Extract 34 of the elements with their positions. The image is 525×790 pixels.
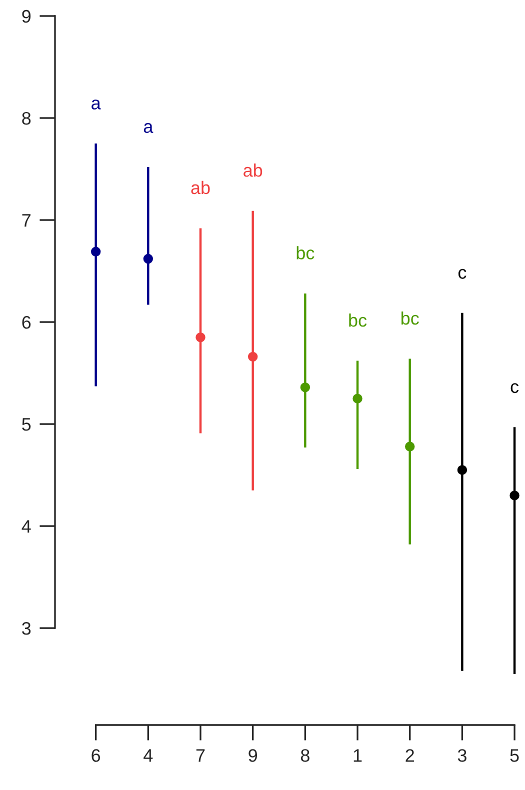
y-tick-label: 7: [22, 214, 30, 227]
annotation: ab: [191, 180, 210, 194]
annotation: a: [92, 100, 101, 110]
x-tick-label: 6: [92, 749, 100, 762]
point: [143, 254, 154, 264]
point: [510, 490, 520, 500]
y-tick-label: 4: [22, 520, 31, 533]
point: [457, 465, 468, 475]
point: [248, 352, 258, 362]
point: [352, 394, 362, 404]
annotation: bc: [401, 311, 419, 325]
x-tick-label: 3: [458, 749, 466, 762]
annotation: c: [510, 383, 519, 394]
annotation: bc: [296, 246, 314, 260]
point: [404, 442, 415, 452]
y-tick-label: 6: [22, 316, 31, 329]
annotation: a: [144, 123, 154, 133]
y-tick-label: 8: [22, 112, 31, 125]
point: [90, 246, 101, 257]
x-tick-label: 2: [406, 749, 414, 762]
point: [196, 332, 206, 342]
y-tick-label: 5: [22, 418, 31, 431]
x-tick-label: 9: [248, 749, 258, 762]
y-tick-label: 9: [22, 10, 31, 23]
point: [300, 382, 310, 392]
x-tick-label: 7: [196, 749, 205, 762]
annotation: c: [458, 268, 466, 279]
x-tick-label: 8: [300, 749, 310, 762]
annotation: ab: [244, 164, 262, 177]
y-tick-label: 3: [22, 622, 31, 635]
x-tick-label: 1: [354, 749, 362, 762]
x-tick-label: 4: [144, 749, 153, 762]
annotation: bc: [349, 314, 367, 327]
x-tick-label: 5: [510, 749, 519, 762]
